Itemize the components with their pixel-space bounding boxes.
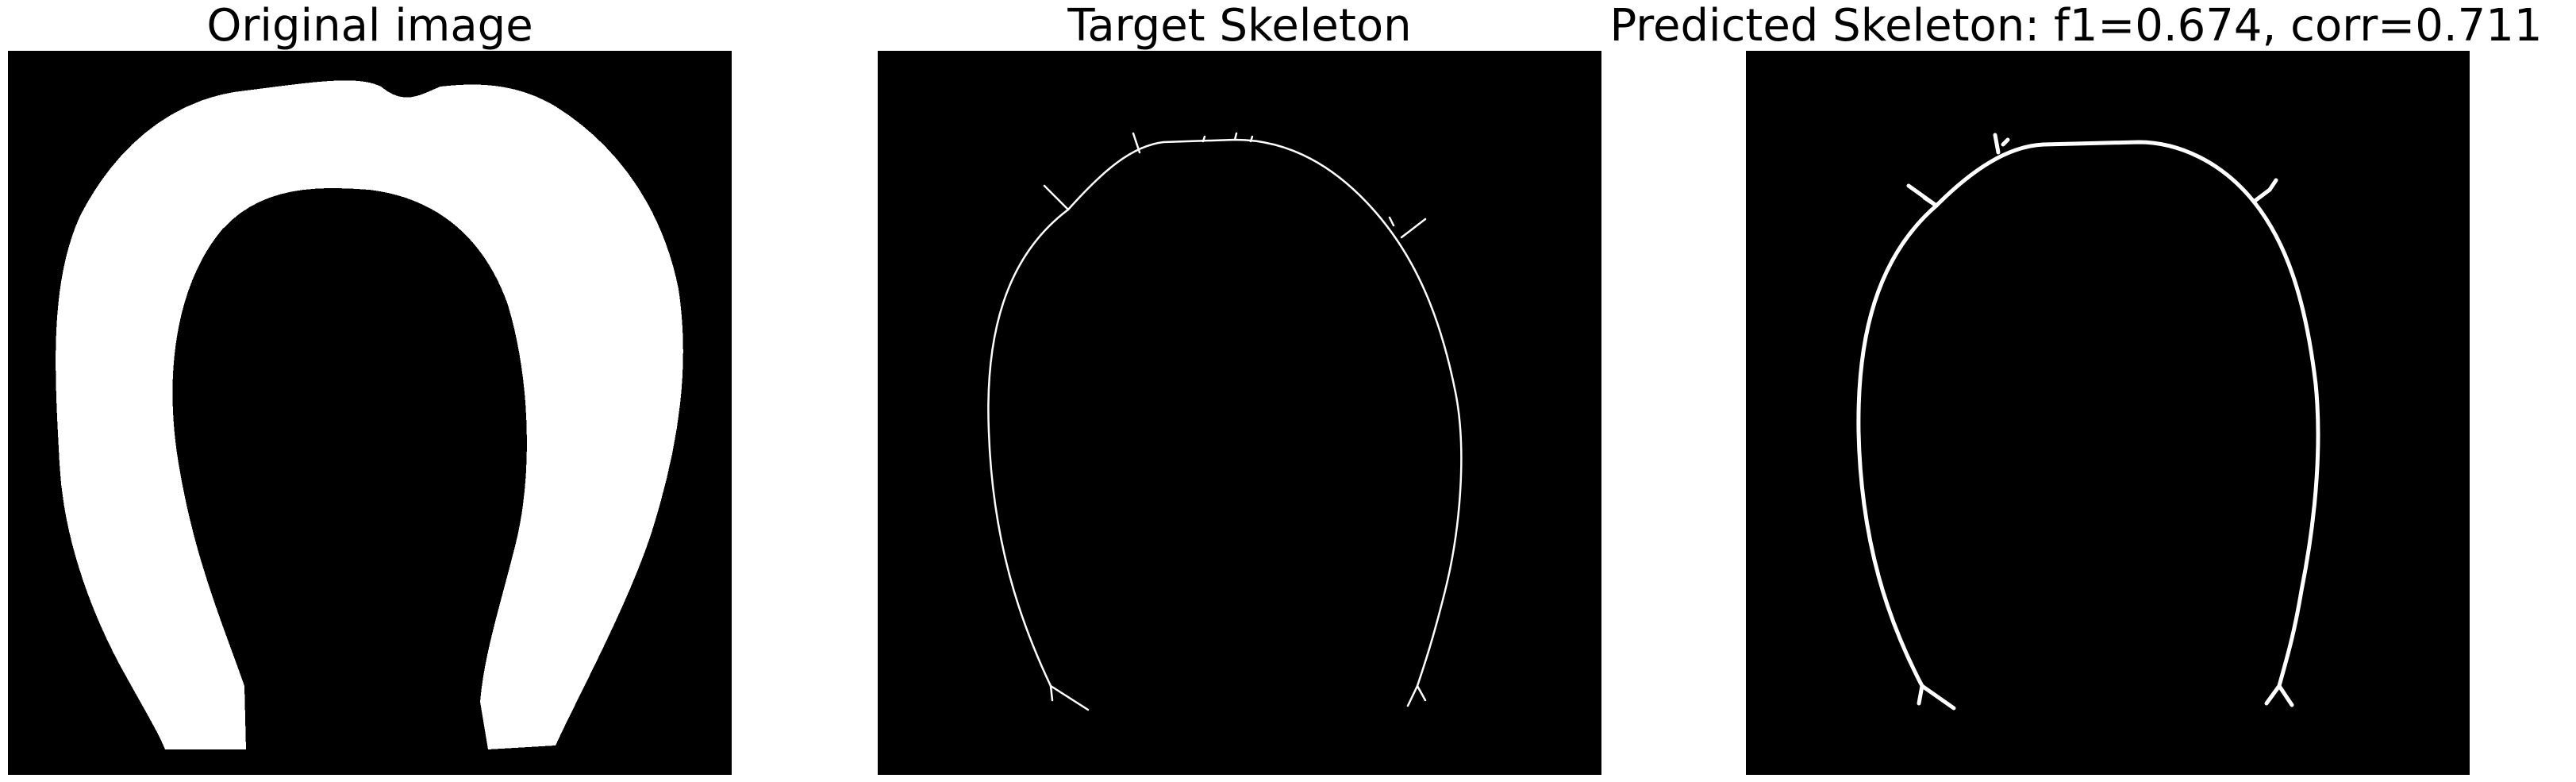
panel-target-skeleton: Target Skeleton xyxy=(878,0,1601,782)
panel-title: Original image xyxy=(206,0,533,52)
panel-title: Predicted Skeleton: f1=0.674, corr=0.711 xyxy=(1609,0,2543,52)
original-horseshoe-image xyxy=(8,51,732,775)
predicted-skeleton-lines xyxy=(1856,133,2320,711)
target-skeleton-lines xyxy=(987,132,1463,711)
horseshoe-shape xyxy=(56,80,683,749)
panel-original-image: Original image xyxy=(8,0,732,782)
target-skeleton-image xyxy=(878,51,1601,775)
panel-title: Target Skeleton xyxy=(1067,0,1412,52)
panel-predicted-skeleton: Predicted Skeleton: f1=0.674, corr=0.711 xyxy=(1609,0,2543,782)
predicted-skeleton-image xyxy=(1746,51,2470,775)
